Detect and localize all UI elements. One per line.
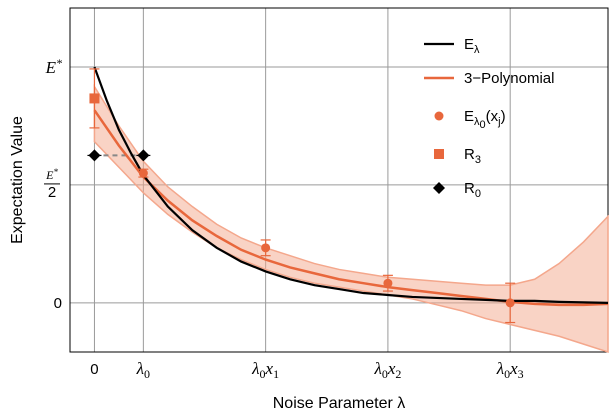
confidence-band (93, 84, 609, 354)
data-point-r0-0 (88, 149, 101, 162)
data-point-e-lambda0-1 (261, 243, 271, 253)
y-tick-label-numerator: E* (45, 167, 58, 182)
x-tick-label: λ0 (136, 359, 150, 381)
data-point-r3 (89, 93, 100, 104)
y-tick-label-denominator: 2 (48, 184, 56, 201)
data-point-e-lambda0-3 (505, 298, 515, 308)
plot-frame (69, 7, 609, 353)
series-layer (87, 66, 609, 354)
legend: Eλ 3−Polynomial Eλ0(xj) R3 R0 (424, 36, 554, 200)
legend-label-e-lambda: Eλ (464, 36, 480, 56)
x-tick-label: λ0x3 (496, 359, 524, 381)
y-tick-label: E* (45, 56, 62, 77)
x-tick-label: λ0x1 (251, 359, 279, 381)
legend-label-e-lambda0: Eλ0(xj) (464, 108, 506, 131)
series-line-3-polynomial (93, 109, 609, 307)
x-axis-title: Noise Parameter λ (273, 395, 406, 412)
data-point-e-lambda0-0 (138, 168, 148, 178)
data-point-e-lambda0-2 (383, 278, 393, 288)
y-tick-label: 0 (54, 295, 62, 312)
tick-labels: 0 λ0 λ0x1 λ0x2 λ0x3 0 E* 2 E* (44, 56, 524, 381)
legend-label-r3: R3 (464, 146, 481, 166)
x-tick-label: λ0x2 (373, 359, 401, 381)
y-tick-label: E* 2 (44, 167, 60, 201)
y-axis-title: Expectation Value (9, 116, 26, 244)
x-tick-label: 0 (90, 361, 98, 378)
series-line-e-lambda (93, 66, 609, 304)
legend-label-3-polynomial: 3−Polynomial (464, 70, 554, 87)
legend-swatch-r0 (433, 182, 445, 194)
legend-swatch-r3 (434, 149, 444, 159)
legend-label-r0: R0 (464, 180, 481, 200)
data-point-r0-1 (137, 149, 150, 162)
legend-swatch-e-lambda0 (434, 111, 444, 121)
